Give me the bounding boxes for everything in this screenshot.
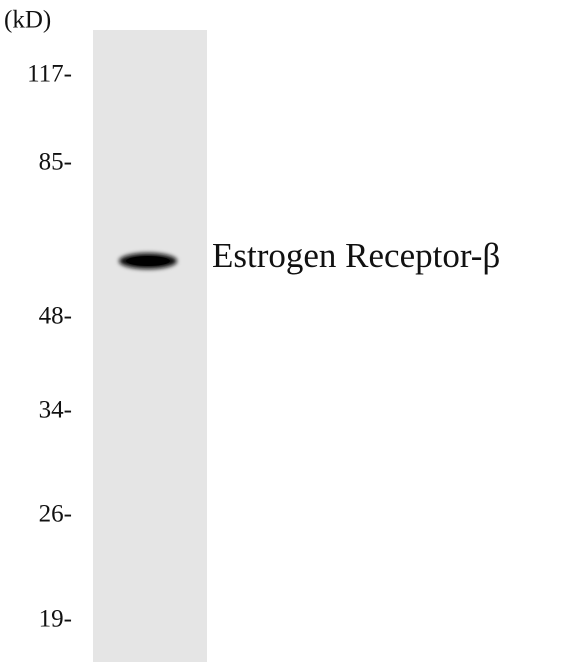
marker-label: 34- bbox=[39, 397, 72, 424]
band-label: Estrogen Receptor-β bbox=[212, 236, 500, 275]
background bbox=[0, 0, 576, 662]
band-core bbox=[126, 256, 170, 266]
lane bbox=[93, 30, 207, 662]
marker-label: 85- bbox=[39, 149, 72, 176]
marker-label: 26- bbox=[39, 501, 72, 528]
unit-label: (kD) bbox=[4, 7, 51, 34]
marker-label: 19- bbox=[39, 606, 72, 633]
marker-label: 117- bbox=[27, 61, 72, 88]
western-blot: (kD) 117- 85- 48- 34- 26- 19- Estrogen R… bbox=[0, 0, 576, 662]
marker-label: 48- bbox=[39, 303, 72, 330]
